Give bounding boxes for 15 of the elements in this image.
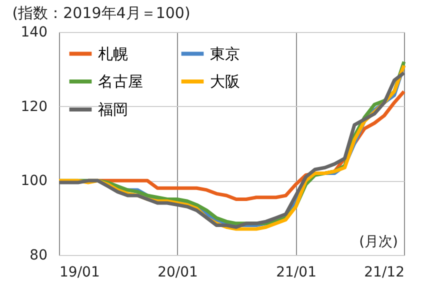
- y-tick-label: 100: [20, 173, 48, 190]
- legend-label: 札幌: [98, 44, 128, 63]
- y-tick-label: 140: [20, 24, 48, 40]
- x-tick-label: 21/01: [276, 264, 316, 280]
- legend-label: 名古屋: [98, 72, 143, 90]
- x-tick-label: 20/01: [158, 264, 198, 280]
- y-tick-label: 80: [30, 248, 48, 264]
- x-tick-label: 19/01: [60, 264, 100, 280]
- y-tick-label: 120: [20, 98, 48, 115]
- legend-label: 東京: [210, 44, 240, 63]
- annotation: (月次): [359, 234, 398, 250]
- x-tick-label: 21/12: [364, 264, 404, 280]
- legend-label: 福岡: [98, 100, 128, 118]
- legend-label: 大阪: [210, 72, 240, 90]
- chart-title: (指数：2019年4月＝100): [12, 4, 190, 22]
